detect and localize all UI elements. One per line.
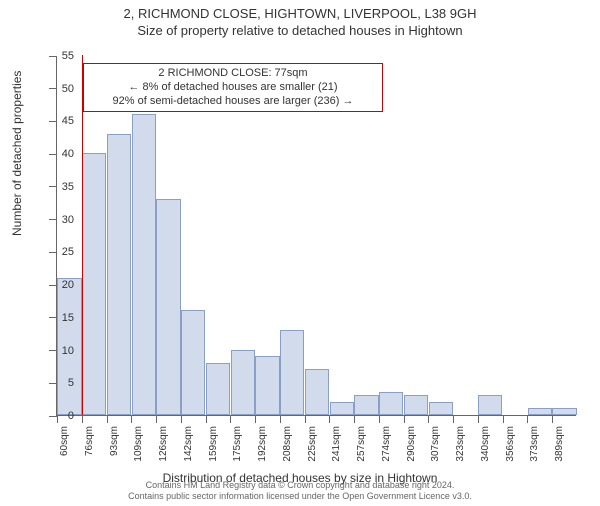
x-tick: [107, 415, 108, 423]
x-tick: [503, 415, 504, 423]
x-tick: [552, 415, 553, 423]
x-tick: [156, 415, 157, 423]
footer-line1: Contains HM Land Registry data © Crown c…: [146, 480, 455, 490]
histogram-bar: [305, 369, 329, 415]
histogram-bar: [280, 330, 304, 415]
histogram-bar: [404, 395, 428, 415]
histogram-bar: [552, 408, 576, 415]
chart-container: 2, RICHMOND CLOSE, HIGHTOWN, LIVERPOOL, …: [0, 6, 600, 506]
x-tick-label: 126sqm: [158, 426, 169, 462]
histogram-bar: [528, 408, 552, 415]
y-tick-label: 10: [44, 345, 74, 357]
x-tick: [305, 415, 306, 423]
x-tick-label: 323sqm: [455, 426, 466, 462]
x-tick-label: 307sqm: [430, 426, 441, 462]
histogram-bar: [330, 402, 354, 415]
x-tick-label: 257sqm: [356, 426, 367, 462]
x-tick: [230, 415, 231, 423]
x-tick-label: 109sqm: [133, 426, 144, 462]
y-tick-label: 15: [44, 312, 74, 324]
x-tick-label: 142sqm: [183, 426, 194, 462]
x-tick-label: 241sqm: [331, 426, 342, 462]
x-tick: [82, 415, 83, 423]
x-tick: [181, 415, 182, 423]
x-tick: [379, 415, 380, 423]
x-tick: [428, 415, 429, 423]
y-tick-label: 50: [44, 83, 74, 95]
x-tick-label: 389sqm: [554, 426, 565, 462]
histogram-bar: [181, 310, 205, 415]
histogram-bar: [255, 356, 279, 415]
x-tick-label: 192sqm: [257, 426, 268, 462]
x-tick-label: 274sqm: [381, 426, 392, 462]
histogram-bar: [132, 114, 156, 415]
annotation-line: 92% of semi-detached houses are larger (…: [90, 95, 376, 109]
x-tick: [206, 415, 207, 423]
histogram-bar: [82, 153, 106, 415]
x-tick: [453, 415, 454, 423]
plot-area: 2 RICHMOND CLOSE: 77sqm← 8% of detached …: [56, 56, 576, 416]
x-tick: [404, 415, 405, 423]
footer-attribution: Contains HM Land Registry data © Crown c…: [0, 480, 600, 502]
histogram-bar: [206, 363, 230, 415]
histogram-bar: [107, 134, 131, 415]
y-tick-label: 45: [44, 115, 74, 127]
chart-title-line1: 2, RICHMOND CLOSE, HIGHTOWN, LIVERPOOL, …: [0, 6, 600, 21]
histogram-plot: 2 RICHMOND CLOSE: 77sqm← 8% of detached …: [56, 56, 576, 416]
annotation-box: 2 RICHMOND CLOSE: 77sqm← 8% of detached …: [83, 63, 383, 112]
x-tick: [527, 415, 528, 423]
x-tick: [255, 415, 256, 423]
chart-title-line2: Size of property relative to detached ho…: [0, 23, 600, 38]
annotation-line: ← 8% of detached houses are smaller (21): [90, 81, 376, 95]
histogram-bar: [354, 395, 378, 415]
histogram-bar: [156, 199, 180, 415]
y-axis-label: Number of detached properties: [10, 71, 24, 236]
x-tick: [131, 415, 132, 423]
x-tick-label: 290sqm: [406, 426, 417, 462]
y-tick-label: 35: [44, 181, 74, 193]
y-tick-label: 5: [44, 377, 74, 389]
x-tick: [354, 415, 355, 423]
y-tick-label: 20: [44, 279, 74, 291]
histogram-bar: [478, 395, 502, 415]
x-tick-label: 356sqm: [505, 426, 516, 462]
x-tick-label: 208sqm: [282, 426, 293, 462]
x-tick-label: 159sqm: [208, 426, 219, 462]
y-tick-label: 55: [44, 50, 74, 62]
histogram-bar: [231, 350, 255, 415]
x-tick-label: 373sqm: [529, 426, 540, 462]
y-tick-label: 40: [44, 148, 74, 160]
x-tick-label: 225sqm: [307, 426, 318, 462]
histogram-bar: [379, 392, 403, 415]
x-tick: [329, 415, 330, 423]
x-tick-label: 76sqm: [84, 426, 95, 456]
x-tick: [280, 415, 281, 423]
x-tick-label: 93sqm: [109, 426, 120, 456]
histogram-bar: [429, 402, 453, 415]
x-tick-label: 175sqm: [232, 426, 243, 462]
x-tick: [478, 415, 479, 423]
x-tick-label: 340sqm: [480, 426, 491, 462]
x-tick-label: 60sqm: [59, 426, 70, 456]
y-tick-label: 30: [44, 214, 74, 226]
annotation-line: 2 RICHMOND CLOSE: 77sqm: [90, 67, 376, 81]
y-tick-label: 0: [44, 410, 74, 422]
y-tick-label: 25: [44, 246, 74, 258]
